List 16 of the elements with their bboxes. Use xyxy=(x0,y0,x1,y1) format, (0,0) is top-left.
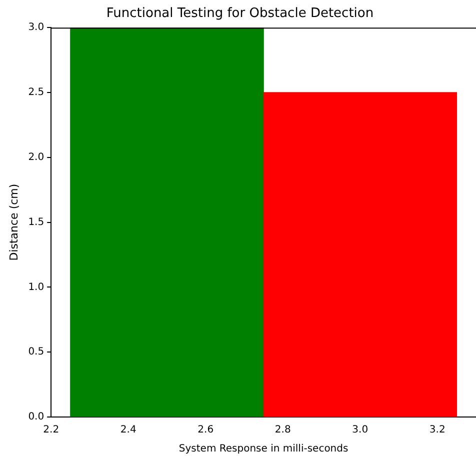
x-tick-label: 2.6 xyxy=(198,424,214,436)
x-tick-label: 2.4 xyxy=(120,424,136,436)
x-tick-label: 3.2 xyxy=(429,424,446,436)
y-tick-label: 2.5 xyxy=(28,87,44,98)
x-axis-title: System Response in milli-seconds xyxy=(178,444,348,455)
y-tick-label: 3.0 xyxy=(28,22,44,34)
y-tick-label: 2.0 xyxy=(28,152,44,163)
x-tick-label: 3.0 xyxy=(352,424,368,436)
y-axis-title: Distance (cm) xyxy=(7,184,20,261)
y-tick-label: 0.0 xyxy=(28,412,44,423)
x-tick-label: 2.8 xyxy=(274,424,291,436)
y-tick-label: 1.0 xyxy=(28,282,44,293)
y-tick-label: 0.5 xyxy=(28,346,44,358)
y-tick-label: 1.5 xyxy=(28,216,44,228)
x-tick-label: 2.2 xyxy=(43,424,60,436)
chart-title: Functional Testing for Obstacle Detection xyxy=(106,6,374,22)
